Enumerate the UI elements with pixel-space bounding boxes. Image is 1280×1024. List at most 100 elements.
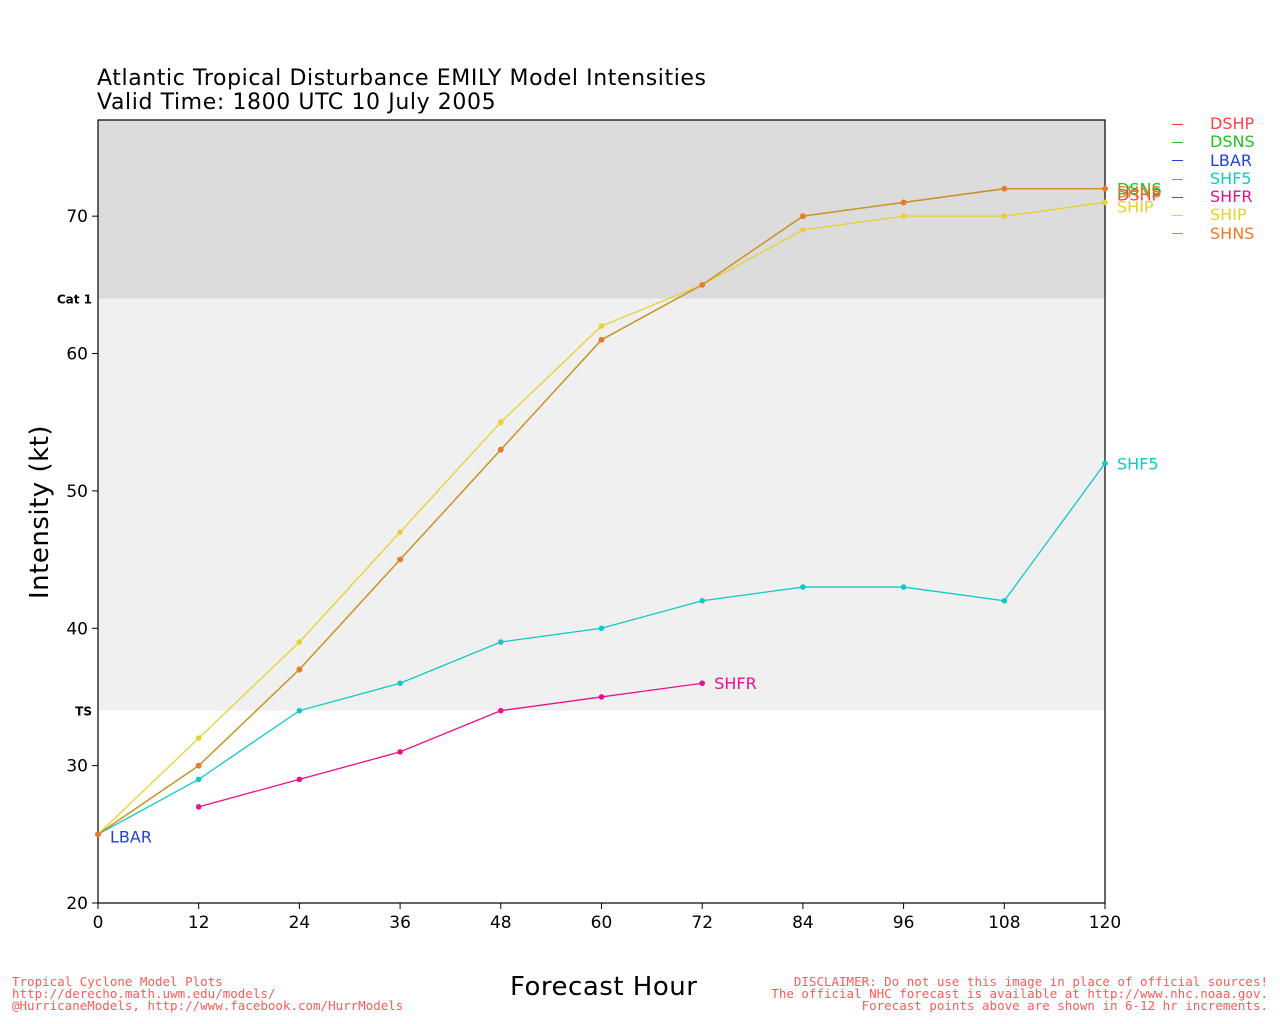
data-point	[195, 776, 202, 783]
series-end-label: LBAR	[110, 827, 152, 846]
legend: DSHP DSNS LBAR SHF5 SHFR SHIP SHNS	[1172, 114, 1255, 243]
data-point	[397, 749, 403, 755]
legend-swatch	[1172, 178, 1183, 180]
chart-subtitle: Valid Time: 1800 UTC 10 July 2005	[97, 90, 497, 115]
data-point	[195, 762, 202, 769]
legend-item: SHF5	[1172, 168, 1255, 188]
series-ship	[95, 199, 1108, 838]
legend-swatch	[1172, 160, 1183, 162]
data-point	[598, 694, 605, 700]
data-point	[1001, 597, 1008, 604]
legend-label: SHIP	[1210, 205, 1247, 225]
x-tick-label: 84	[792, 913, 814, 933]
data-point	[95, 831, 101, 838]
x-tick-label: 120	[1089, 913, 1121, 933]
disclaimer-line: Forecast points above are shown in 6-12 …	[861, 998, 1268, 1013]
series-line	[198, 682, 703, 808]
footer-credits: Tropical Cyclone Model Plots http://dere…	[12, 974, 404, 1013]
x-tick-label: 60	[591, 913, 613, 933]
legend-item: SHIP	[1172, 206, 1255, 224]
data-point	[699, 597, 705, 604]
band-label: TS	[75, 705, 92, 719]
data-point	[498, 707, 504, 714]
legend-label: LBAR	[1210, 150, 1252, 170]
legend-swatch	[1172, 215, 1183, 217]
legend-item: DSHP	[1172, 114, 1255, 133]
x-tick-label: 48	[490, 913, 512, 933]
data-point	[397, 556, 403, 563]
disclaimer-line: DISCLAIMER: Do not use this image in pla…	[793, 974, 1268, 989]
series-end-label: SHFR	[714, 674, 757, 693]
series-shf5	[95, 460, 1108, 838]
legend-label: DSHP	[1210, 114, 1255, 133]
series-end-label: SHNS	[1117, 183, 1161, 202]
legend-swatch	[1172, 141, 1183, 143]
legend-item: LBAR	[1172, 150, 1255, 170]
data-point	[296, 639, 303, 645]
y-axis-label: Intensity (kt)	[25, 425, 55, 599]
data-point	[195, 735, 202, 741]
x-tick-label: 108	[988, 913, 1020, 933]
x-tick-label: 36	[389, 913, 411, 933]
series-end-label: DSNS	[1117, 180, 1162, 199]
data-point	[598, 336, 605, 343]
intensity-band	[98, 298, 1105, 711]
data-point	[800, 227, 806, 233]
data-point	[598, 625, 605, 632]
data-point	[699, 680, 705, 687]
legend-item: DSNS	[1172, 132, 1255, 152]
x-tick-label: 24	[289, 913, 311, 933]
data-point	[1001, 185, 1008, 192]
chart-title: Atlantic Tropical Disturbance EMILY Mode…	[97, 66, 707, 91]
x-tick-label: 72	[691, 913, 713, 933]
y-tick-label: 50	[66, 482, 88, 502]
footer-disclaimer: DISCLAIMER: Do not use this image in pla…	[771, 974, 1268, 1013]
data-point	[296, 776, 303, 783]
x-tick-label: 96	[893, 913, 915, 933]
legend-item: SHFR	[1172, 187, 1255, 207]
legend-label: SHFR	[1210, 187, 1253, 207]
data-point	[397, 529, 403, 535]
y-tick-label: 30	[66, 757, 88, 777]
band-label: Cat 1	[57, 293, 92, 307]
data-point	[800, 213, 806, 219]
data-point	[1102, 199, 1108, 206]
y-tick-label: 20	[66, 894, 88, 914]
legend-label: SHF5	[1210, 168, 1252, 188]
data-point	[1102, 185, 1108, 192]
disclaimer-line: The official NHC forecast is available a…	[771, 986, 1268, 1001]
data-point	[296, 707, 303, 714]
data-point	[900, 199, 907, 206]
y-tick-label: 60	[66, 345, 88, 365]
legend-label: SHNS	[1210, 223, 1255, 243]
series-end-label: SHF5	[1117, 454, 1159, 473]
data-point	[598, 323, 605, 329]
legend-item: SHNS	[1172, 223, 1255, 243]
series-shns	[95, 185, 1108, 838]
legend-swatch	[1172, 233, 1183, 235]
legend-label: DSNS	[1210, 132, 1255, 152]
y-tick-label: 40	[66, 619, 88, 639]
x-axis-label: Forecast Hour	[510, 972, 698, 1002]
data-point	[900, 584, 907, 590]
data-point	[195, 804, 202, 810]
data-point	[498, 446, 504, 453]
data-point	[498, 639, 504, 645]
data-point	[397, 680, 403, 687]
x-tick-label: 0	[93, 913, 104, 933]
intensity-band	[98, 120, 1105, 299]
series-end-label: SHIP	[1117, 197, 1154, 216]
data-point	[498, 419, 504, 426]
legend-swatch	[1172, 123, 1183, 125]
footer-credit-line[interactable]: http://derecho.math.uwm.edu/models/	[12, 986, 276, 1001]
footer-credit-line: Tropical Cyclone Model Plots	[12, 974, 223, 989]
x-tick-label: 12	[188, 913, 210, 933]
series-end-label: DSHP	[1117, 186, 1162, 205]
data-point	[900, 213, 907, 219]
series-shfr	[195, 680, 705, 810]
footer-credit-line[interactable]: @HurricaneModels, http://www.facebook.co…	[12, 998, 404, 1013]
legend-swatch	[1172, 196, 1183, 198]
data-point	[699, 282, 705, 288]
data-point	[1001, 213, 1008, 219]
